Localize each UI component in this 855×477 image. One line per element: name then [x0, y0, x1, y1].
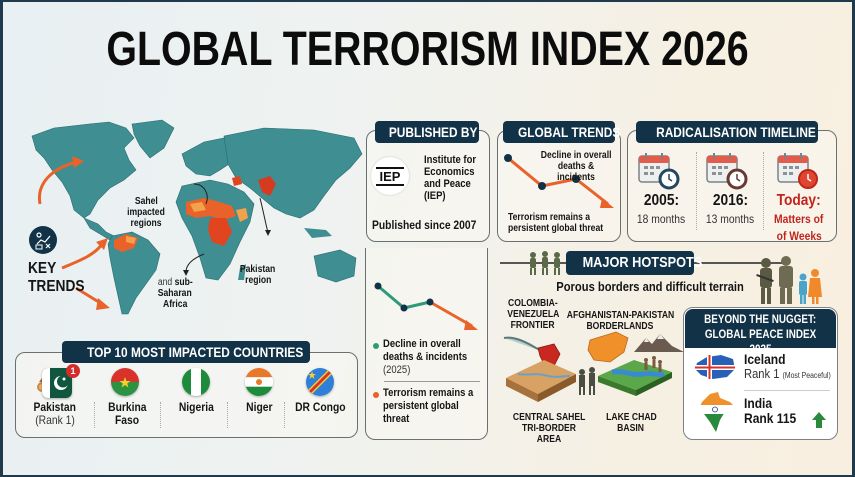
hotspot-afghanistan-pakistan: AFGHANISTAN-PAKISTAN BORDERLANDS — [566, 310, 674, 332]
divider — [696, 152, 697, 230]
country-burkina-faso: Burkina Faso — [97, 368, 157, 436]
nigeria-flag-icon — [182, 368, 210, 396]
global-trends-line-chart — [504, 154, 614, 208]
country-name: Pakistan — [33, 400, 77, 414]
peace-index-header: BEYOND THE NUGGET: GLOBAL PEACE INDEX 20… — [685, 309, 836, 356]
country-niger: Niger — [229, 368, 289, 436]
country-name: Nigeria — [178, 400, 214, 414]
niger-flag-icon — [245, 368, 273, 396]
decline-note: Decline in overall deaths & incidents (2… — [383, 338, 468, 376]
divider — [160, 402, 161, 428]
timeline-item-2005: 2005: 18 months — [636, 192, 686, 226]
rank-badge: 1 — [66, 364, 80, 378]
hotspots-header: MAJOR HOTSPOTS — [566, 251, 702, 275]
calendar-clock-icon — [637, 152, 681, 190]
dr-congo-flag-icon — [306, 368, 334, 396]
divider — [284, 402, 285, 428]
country-pakistan: 1 Pakistan (Rank 1) — [22, 364, 88, 436]
up-arrow-icon — [812, 412, 826, 428]
timeline-item-2016: 2016: 13 months — [705, 192, 755, 226]
timeline-item-today: Today: Matters of of Weeks — [774, 192, 824, 244]
soldiers-family-illustration — [756, 255, 826, 305]
hotspot-lake-chad: LAKE CHAD BASIN — [605, 412, 657, 434]
pakistan-annotation: Pakistan region — [240, 264, 276, 286]
trend-decline-label: Decline in overall deaths & incidents — [540, 150, 612, 183]
hotspot-central-sahel: CENTRAL SAHEL TRI-BORDER AREA — [512, 412, 586, 445]
published-since: Published since 2007 — [372, 218, 477, 232]
iceland-map-flag-icon — [693, 353, 737, 383]
country-dr-congo: DR Congo — [286, 368, 354, 436]
country-name: Burkina — [107, 400, 147, 414]
country-nigeria: Nigeria — [166, 368, 226, 436]
country-name: Niger — [245, 400, 273, 414]
iep-logo: IEP — [371, 157, 409, 195]
threat-note: Terrorism remains a persistent global th… — [383, 387, 474, 425]
calendar-clock-icon — [705, 152, 749, 190]
soldiers-icon — [527, 250, 563, 276]
key-trends-label: KEY TRENDS — [28, 260, 85, 295]
published-by-header: PUBLISHED BY — [375, 121, 479, 143]
top10-header: TOP 10 MOST IMPACTED COUNTRIES — [62, 341, 310, 363]
india-entry: India Rank 115 — [744, 395, 797, 427]
iceland-entry: Iceland Rank 1 (Most Peaceful) — [744, 351, 831, 382]
divider — [94, 402, 95, 428]
divider — [227, 402, 228, 428]
divider — [763, 152, 764, 230]
trend-detail-panel — [365, 248, 488, 440]
trend-threat-label: Terrorism remains a persistent global th… — [508, 212, 604, 234]
global-trends-header: GLOBAL TRENDS — [503, 121, 620, 143]
hotspots-illustration — [503, 331, 684, 402]
green-bullet-icon — [373, 343, 379, 349]
divider — [744, 390, 830, 391]
trend-detail-line-chart — [374, 282, 478, 330]
timeline-header: RADICALISATION TIMELINE — [636, 121, 818, 143]
calendar-clock-icon — [776, 152, 820, 190]
india-map-flag-icon — [696, 392, 736, 436]
key-trends-icon — [29, 226, 57, 254]
sahel-annotation: Sahel impacted regions — [127, 196, 165, 229]
country-rank: (Rank 1) — [35, 413, 75, 428]
divider — [384, 381, 480, 382]
world-map — [14, 118, 366, 323]
orange-bullet-icon — [373, 392, 379, 398]
country-name: DR Congo — [294, 400, 346, 414]
global-trends-panel — [497, 130, 621, 242]
burkina-faso-flag-icon — [111, 368, 139, 396]
hotspots-subtitle: Porous borders and difficult terrain — [556, 279, 744, 294]
publisher-name: Institute for Economics and Peace (IEP) — [424, 154, 477, 202]
hotspot-colombia-venezuela: COLOMBIA- VENEZUELA FRONTIER — [506, 298, 560, 331]
page-title: GLOBAL TERRORISM INDEX 2026 — [106, 23, 749, 76]
subsaharan-annotation: and sub- Saharan Africa — [157, 277, 193, 310]
country-name-2: Faso — [114, 413, 140, 428]
world-map-graphic — [31, 119, 363, 315]
